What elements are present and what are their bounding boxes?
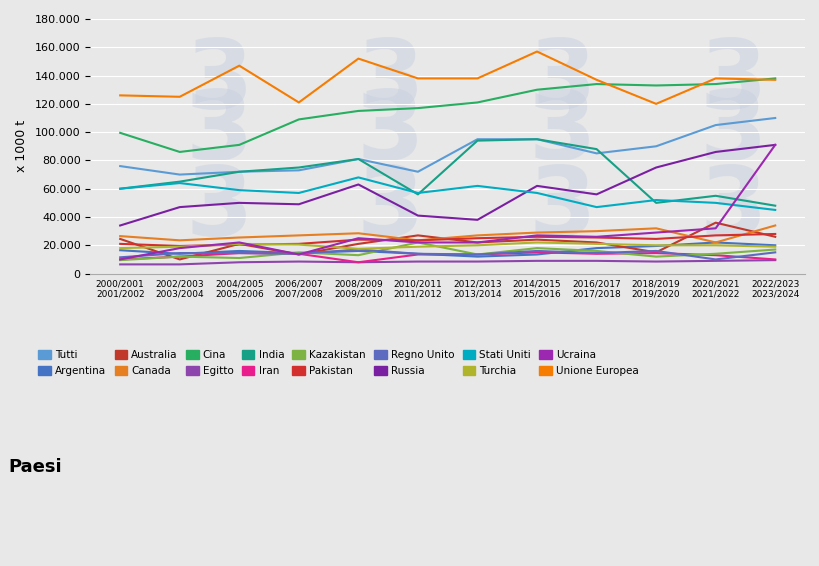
Text: 3: 3 xyxy=(185,36,252,129)
Text: 3: 3 xyxy=(527,87,595,180)
Text: 3: 3 xyxy=(699,36,767,129)
Text: 3: 3 xyxy=(527,36,595,129)
Text: 3: 3 xyxy=(185,87,252,180)
Text: 3: 3 xyxy=(356,87,424,180)
Text: 3: 3 xyxy=(527,164,595,256)
Text: 3: 3 xyxy=(185,164,252,256)
Text: 3: 3 xyxy=(699,87,767,180)
Text: 3: 3 xyxy=(356,164,424,256)
Text: 3: 3 xyxy=(356,36,424,129)
Y-axis label: x 1000 t: x 1000 t xyxy=(15,120,28,173)
Text: Paesi: Paesi xyxy=(8,458,61,477)
Text: 3: 3 xyxy=(699,164,767,256)
Legend: Tutti, Argentina, Australia, Canada, Cina, Egitto, India, Iran, Kazakistan, Paki: Tutti, Argentina, Australia, Canada, Cin… xyxy=(38,350,638,376)
